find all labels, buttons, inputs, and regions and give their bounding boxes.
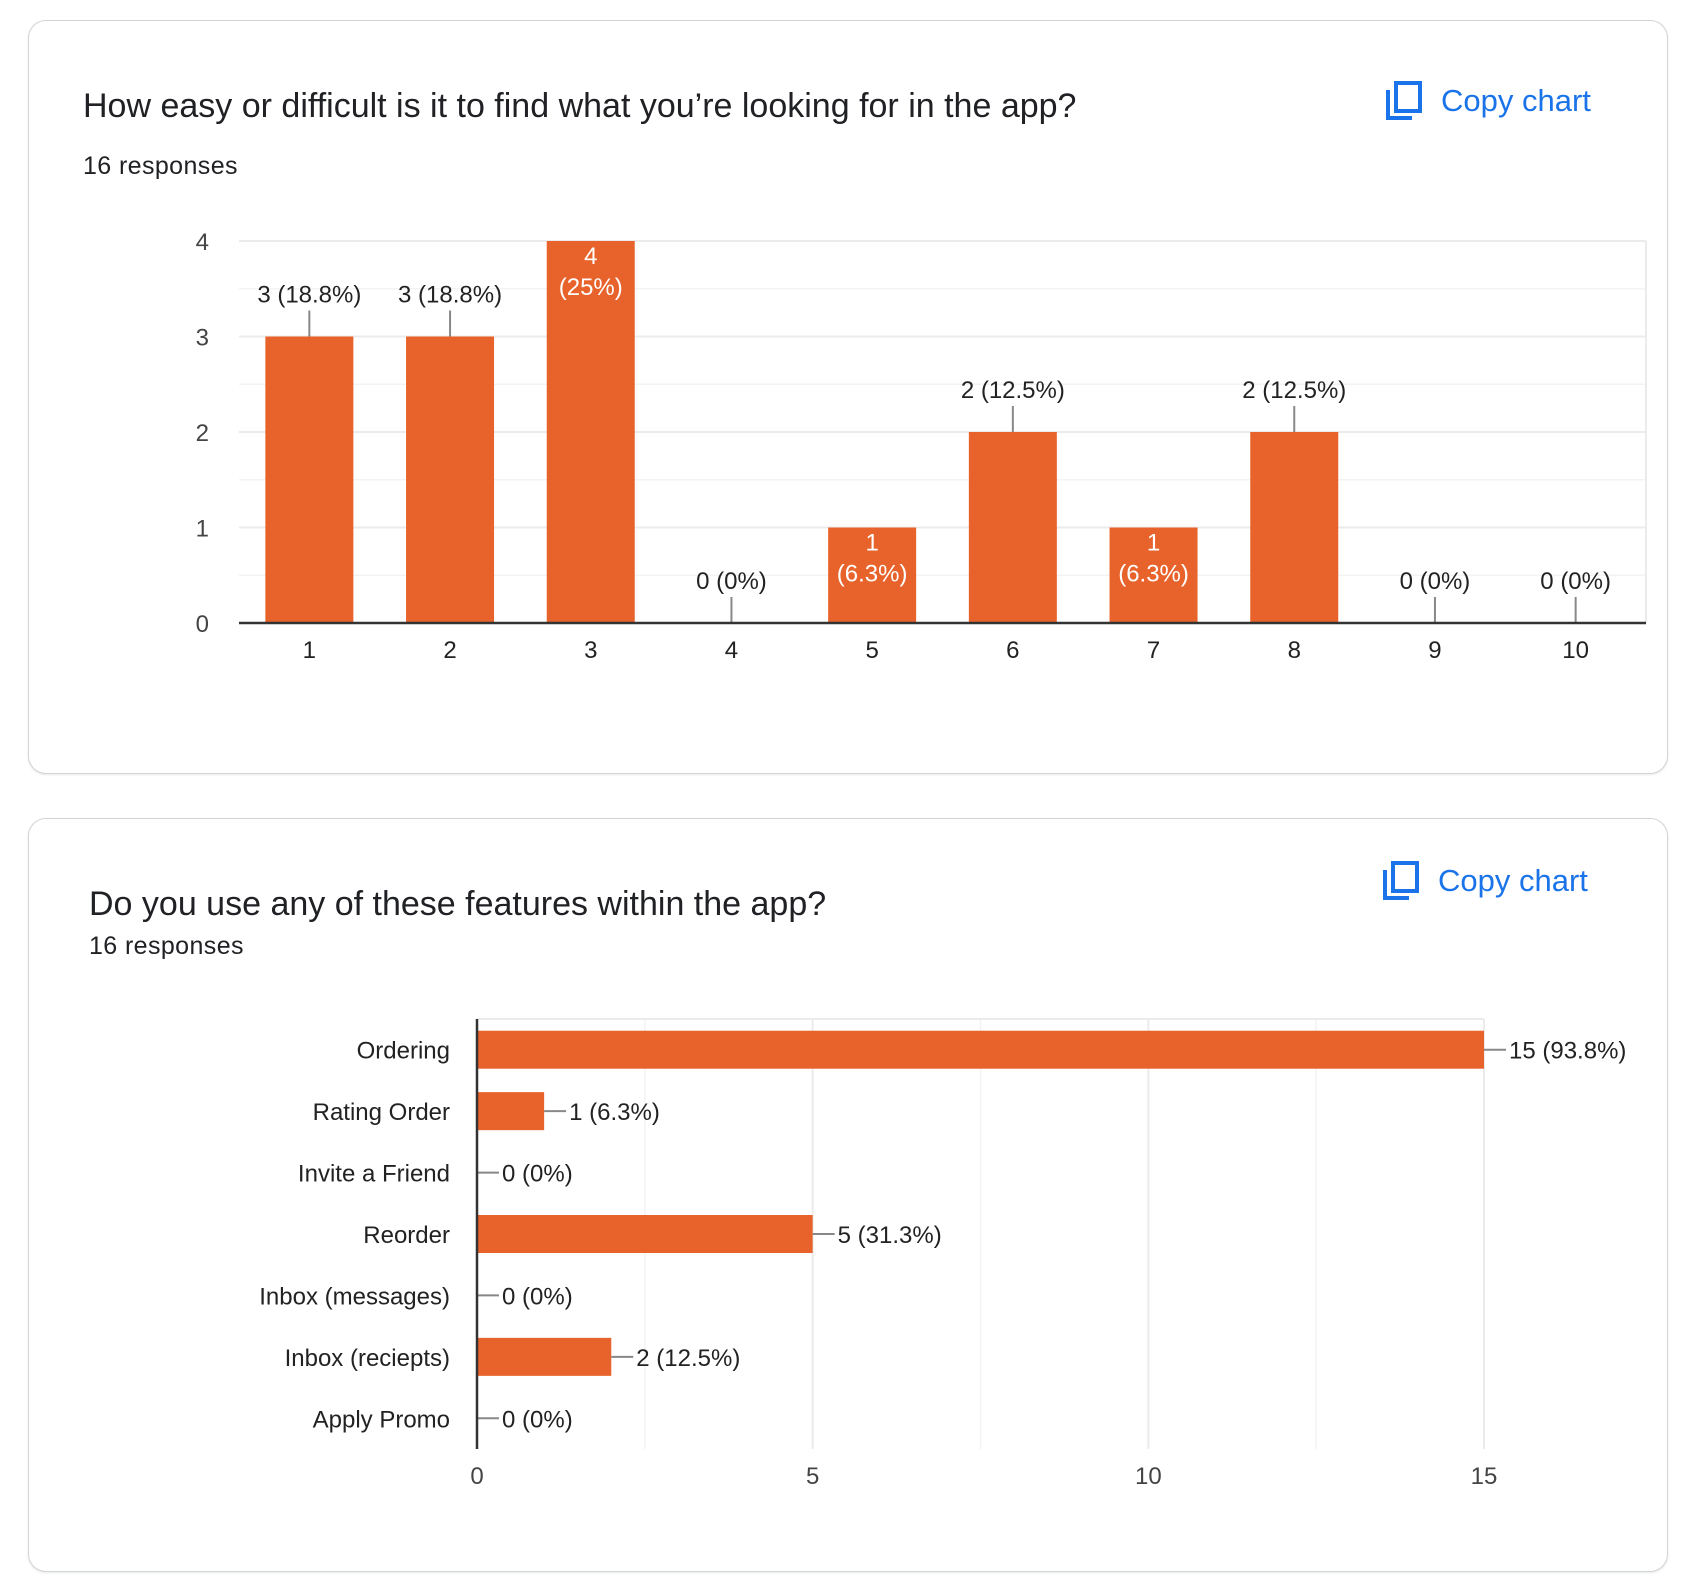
data-label: 0 (0%) [1400,568,1471,595]
ease-bar-chart: 0 1 2 3 4 3 (18.8%) 1 3 (18.8%) 2 4 (25%) 3 0 (0%) 4 1… [196,229,1647,664]
data-label: 15 (93.8%) [1509,1038,1626,1065]
y-tick-label: 2 [196,420,209,447]
bar [406,336,495,623]
y-category-label: Inbox (messages) [259,1283,450,1310]
data-label: (25%) [559,274,623,301]
y-tick-label: 1 [196,516,209,543]
bar [1250,432,1339,623]
data-label: 2 (12.5%) [636,1345,740,1372]
copy-content-icon [1385,81,1423,121]
data-label: (6.3%) [1118,561,1189,588]
chart-card-features: Do you use any of these features within … [28,818,1668,1572]
copy-chart-button[interactable]: Copy chart [1382,861,1588,901]
data-label: 4 [584,243,597,270]
data-label: 0 (0%) [502,1283,573,1310]
bar [828,527,917,623]
x-tick-label: 3 [584,637,597,664]
x-tick-label: 9 [1428,637,1441,664]
data-label: 5 (31.3%) [838,1222,942,1249]
bar [968,432,1057,623]
data-label: 1 [865,530,878,557]
data-label: 1 (6.3%) [569,1099,660,1126]
x-tick-label: 4 [725,637,738,664]
copy-chart-label: Copy chart [1441,83,1591,118]
y-category-label: Invite a Friend [298,1161,450,1188]
bar [546,241,635,623]
question-title: How easy or difficult is it to find what… [83,87,1077,125]
data-label: 1 [1147,530,1160,557]
response-count: 16 responses [83,152,238,180]
data-label: 3 (18.8%) [398,282,502,309]
x-tick-label: 0 [470,1463,483,1490]
x-tick-label: 15 [1471,1463,1498,1490]
bar [1109,527,1198,623]
copy-content-icon [1382,861,1420,901]
x-tick-label: 8 [1288,637,1301,664]
data-label: 0 (0%) [696,568,767,595]
bar [477,1092,545,1131]
chart-card-ease: How easy or difficult is it to find what… [28,20,1668,774]
bar [477,1337,612,1376]
y-category-label: Apply Promo [313,1406,450,1433]
x-tick-label: 1 [303,637,316,664]
bar [477,1030,1484,1069]
y-tick-label: 4 [196,229,209,256]
data-label: (6.3%) [837,561,908,588]
y-category-label: Inbox (reciepts) [285,1345,450,1372]
bar [265,336,354,623]
data-label: 0 (0%) [502,1406,573,1433]
copy-chart-label: Copy chart [1438,863,1588,898]
data-label: 0 (0%) [1540,568,1611,595]
question-title: Do you use any of these features within … [89,885,827,923]
data-label: 3 (18.8%) [257,282,361,309]
data-label: 0 (0%) [502,1161,573,1188]
data-label: 2 (12.5%) [1242,377,1346,404]
y-tick-label: 3 [196,325,209,352]
x-tick-label: 7 [1147,637,1160,664]
features-bar-chart: 0 5 10 15 Ordering 15 (93.8%) Rating Order 1 (6… [259,1018,1626,1490]
bar [477,1215,813,1253]
y-category-label: Ordering [357,1038,450,1065]
x-tick-label: 10 [1135,1463,1162,1490]
y-category-label: Rating Order [313,1099,450,1126]
y-tick-label: 0 [196,611,209,638]
x-tick-label: 5 [865,637,878,664]
x-tick-label: 6 [1006,637,1019,664]
x-tick-label: 5 [806,1463,819,1490]
x-tick-label: 2 [443,637,456,664]
response-count: 16 responses [89,932,244,960]
copy-chart-button[interactable]: Copy chart [1385,81,1591,121]
y-category-label: Reorder [363,1222,450,1249]
x-tick-label: 10 [1562,637,1589,664]
data-label: 2 (12.5%) [961,377,1065,404]
